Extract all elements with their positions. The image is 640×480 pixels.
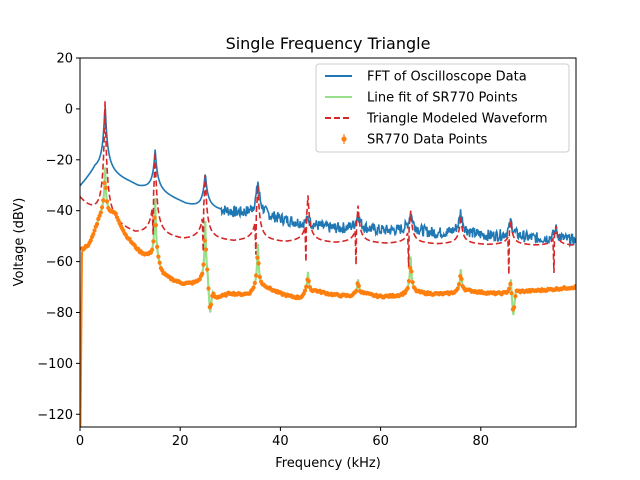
x-tick-label: 80 [473, 434, 490, 449]
y-tick-label: −40 [46, 204, 73, 219]
sr770-data-point [155, 244, 160, 249]
sr770-data-point [98, 210, 103, 215]
legend-swatch-point [341, 136, 347, 142]
x-tick-label: 40 [272, 434, 289, 449]
y-tick-label: 0 [65, 102, 73, 117]
y-tick-label: −100 [37, 357, 73, 372]
legend-box [315, 63, 570, 153]
sr770-start-spike [80, 251, 84, 427]
y-axis: 20 0 −20 −40 −60 −80 −100 −120 [37, 52, 80, 423]
sr770-data-point [513, 294, 518, 299]
sr770-data-point [356, 283, 361, 289]
legend-label: SR770 Data Points [367, 133, 488, 148]
sr770-data-point [200, 271, 205, 276]
sr770-data-point [252, 280, 257, 286]
sr770-data-point [97, 213, 102, 219]
plot-area [79, 57, 577, 428]
legend: FFT of Oscilloscope Data Line fit of SR77… [315, 63, 570, 153]
sr770-data-point [406, 278, 412, 284]
sr770-data-point [257, 274, 262, 280]
y-axis-label: Voltage (dBV) [12, 198, 27, 287]
y-tick-label: −60 [46, 255, 73, 270]
sr770-data-point [251, 285, 256, 290]
y-tick-label: 20 [56, 52, 73, 67]
sr770-data-point [456, 282, 462, 287]
x-tick-label: 0 [76, 434, 84, 449]
sr770-data-point [150, 247, 155, 252]
plot-frame [79, 57, 577, 428]
x-axis-label: Frequency (kHz) [275, 456, 381, 471]
legend-entry: Line fit of SR770 Points [325, 91, 518, 106]
sr770-data-point [206, 286, 211, 291]
sr770-data-point [208, 302, 214, 307]
sr770-data-point [573, 284, 576, 289]
y-tick-label: −120 [37, 408, 73, 423]
series-sr770-points [80, 180, 576, 427]
sr770-data-point [507, 286, 512, 291]
x-axis: 0 20 40 60 80 [76, 427, 489, 449]
sr770-data-point [113, 211, 118, 216]
sr770-data-point [304, 284, 309, 289]
y-tick-label: −20 [46, 153, 73, 168]
sr770-data-point [203, 247, 209, 252]
sr770-data-point [256, 261, 261, 266]
legend-entry: SR770 Data Points [341, 133, 488, 148]
sr770-data-point [104, 199, 110, 204]
sr770-data-point [459, 276, 464, 282]
sr770-data-point [88, 238, 93, 243]
sr770-data-point [156, 254, 161, 259]
sr770-data-point [410, 280, 415, 285]
legend-entry: Triangle Modeled Waveform [325, 112, 548, 127]
sr770-data-point [255, 255, 260, 260]
sr770-data-point [306, 279, 311, 284]
legend-label: Triangle Modeled Waveform [366, 112, 548, 127]
series-fft-line [80, 107, 576, 248]
sr770-data-point [101, 198, 106, 203]
sr770-data-point [151, 239, 156, 244]
sr770-data-point [254, 273, 259, 278]
sr770-data-point [302, 288, 308, 293]
x-tick-label: 60 [372, 434, 389, 449]
sr770-data-point [201, 262, 206, 267]
sr770-data-point [405, 286, 410, 291]
sr770-data-point [512, 305, 517, 310]
sr770-data-point [94, 222, 100, 227]
series-triangle-line [80, 101, 576, 275]
sr770-data-point [455, 286, 460, 291]
sr770-data-point [153, 223, 159, 228]
y-tick-label: −80 [46, 306, 73, 321]
sr770-data-point [102, 180, 107, 186]
sr770-data-point [202, 238, 207, 243]
sr770-data-point [408, 265, 413, 271]
sr770-data-point [205, 267, 210, 272]
sr770-data-point [354, 288, 359, 293]
sr770-data-point [509, 291, 514, 296]
series-layer [80, 101, 576, 427]
sr770-data-point [157, 260, 162, 265]
sr770-data-point [409, 269, 414, 274]
sr770-data-point [92, 228, 97, 233]
sr770-data-point [99, 205, 105, 210]
legend-label: Line fit of SR770 Points [367, 91, 518, 106]
x-tick-label: 20 [172, 434, 189, 449]
chart-title: Single Frequency Triangle [226, 34, 431, 53]
sr770-data-point [152, 215, 157, 220]
legend-entry: FFT of Oscilloscope Data [325, 70, 527, 85]
legend-label: FFT of Oscilloscope Data [367, 70, 527, 85]
sr770-data-point [103, 185, 108, 191]
sr770-data-point [508, 281, 513, 287]
sr770-data-point [91, 232, 96, 237]
